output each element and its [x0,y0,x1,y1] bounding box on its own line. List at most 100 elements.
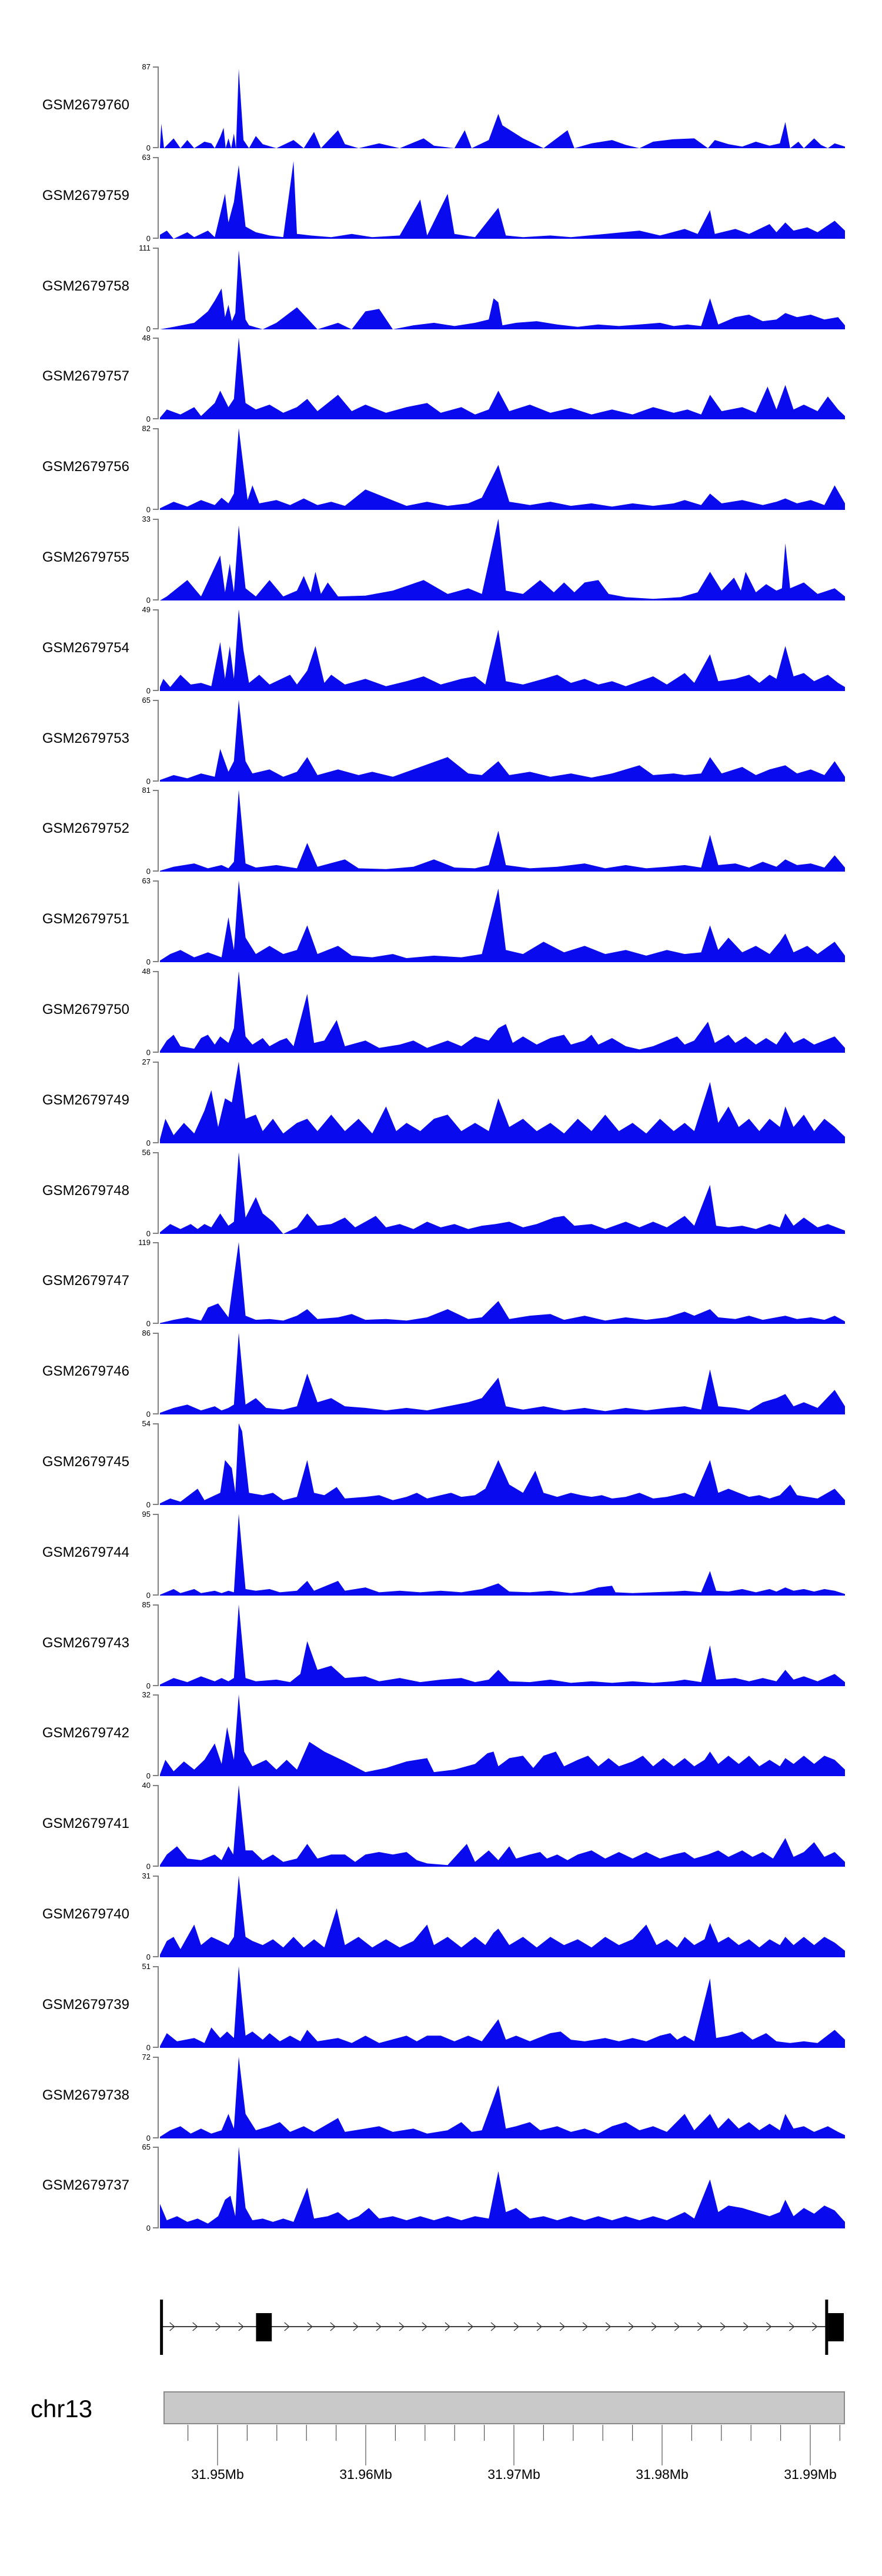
axis-tick-label: 31.95Mb [191,2467,244,2482]
strand-arrow-icon [582,2322,589,2331]
y-axis-bracket [153,1513,159,1596]
track-label: GSM2679750 [42,1002,129,1017]
y-axis-max-value: 82 [142,424,151,433]
strand-arrow-icon [720,2322,726,2331]
coverage-area-plot [160,338,845,420]
y-axis-zero-value: 0 [146,415,151,424]
gene-start-bar [160,2300,163,2355]
track-label: GSM2679747 [42,1273,129,1289]
y-axis-max-value: 54 [142,1419,151,1428]
y-axis-max-value: 111 [139,243,151,252]
y-axis-max-value: 40 [142,1781,151,1790]
track-label: GSM2679754 [42,639,129,656]
strand-arrow-icon [422,2322,428,2331]
y-axis-bracket [153,156,159,239]
coverage-area-plot [160,609,845,691]
strand-arrow-icon [353,2322,359,2331]
y-axis-bracket [153,1242,159,1324]
y-axis-bracket [153,880,159,963]
chromosome-label: chr13 [31,2395,93,2422]
coverage-area-plot [160,519,845,600]
y-axis-bracket [153,519,159,600]
coverage-area-plot [160,428,845,510]
y-axis-bracket [153,790,159,872]
y-axis-zero-value: 0 [146,2224,151,2233]
y-axis-bracket [153,1876,159,1957]
strand-arrow-icon [559,2322,566,2331]
y-axis-zero-value: 0 [146,1229,151,1238]
strand-arrow-icon [651,2322,657,2331]
signal-area [160,1242,845,1324]
strand-arrow-icon [445,2322,451,2331]
strand-arrow-icon [628,2322,634,2331]
signal-area [160,1061,845,1143]
y-axis-max-value: 51 [142,1961,151,1971]
axis-tick-label: 31.96Mb [339,2467,392,2482]
y-axis-bracket [153,2147,159,2229]
y-axis-max-value: 65 [142,2143,151,2152]
strand-arrow-icon [192,2322,198,2331]
coverage-area-plot [160,1513,845,1596]
chromosome-ideogram-bar [163,2391,845,2424]
strand-arrow-icon [766,2322,772,2331]
y-axis-max-value: 65 [142,695,151,705]
y-axis-zero-value: 0 [146,686,151,695]
y-axis-max-value: 48 [142,967,151,976]
y-axis-max-value: 85 [142,1600,151,1609]
y-axis-zero-value: 0 [146,144,151,152]
signal-area [160,1423,845,1505]
signal-area [160,161,845,239]
y-axis-max-value: 49 [142,605,151,614]
signal-area [160,1966,845,2048]
coverage-area-plot [160,699,845,782]
y-axis-max-value: 63 [142,876,151,886]
y-axis-zero-value: 0 [146,957,151,967]
strand-arrow-icon [467,2322,474,2331]
strand-arrow-icon [238,2322,244,2331]
track-label: GSM2679753 [42,730,129,746]
track-label: GSM2679742 [42,1725,129,1741]
coverage-area-plot [160,1333,845,1415]
signal-area [160,609,845,691]
exon-box [828,2313,844,2341]
strand-arrow-icon [307,2322,313,2331]
strand-arrow-icon [674,2322,680,2331]
signal-area [160,1876,845,1957]
strand-arrow-icon [490,2322,497,2331]
track-label: GSM2679758 [42,278,129,294]
gene-end-bar [825,2300,828,2355]
y-axis-bracket [153,2056,159,2138]
y-axis-bracket [153,338,159,420]
y-axis-zero-value: 0 [146,2043,151,2052]
coverage-area-plot [160,1966,845,2048]
signal-area [160,519,845,600]
coverage-area-plot [160,1152,845,1234]
coverage-area-plot [160,790,845,872]
y-axis-bracket [153,609,159,691]
track-label: GSM2679755 [42,549,129,565]
track-label: GSM2679743 [42,1634,129,1651]
track-label: GSM2679756 [42,459,129,475]
strand-arrow-icon [376,2322,382,2331]
coverage-area-plot [160,1604,845,1686]
y-axis-zero-value: 0 [146,1590,151,1600]
y-axis-zero-value: 0 [146,1862,151,1871]
y-axis-max-value: 72 [142,2052,151,2061]
track-label: GSM2679748 [42,1182,129,1199]
y-axis-bracket [153,1423,159,1505]
track-label: GSM2679738 [42,2087,129,2103]
y-axis-zero-value: 0 [146,1138,151,1147]
y-axis-bracket [153,1061,159,1143]
y-axis-max-value: 81 [142,786,151,795]
exon-box [256,2313,272,2341]
y-axis-max-value: 86 [142,1329,151,1338]
y-axis-zero-value: 0 [146,233,151,243]
track-label: GSM2679749 [42,1092,129,1108]
y-axis-zero-value: 0 [146,1681,151,1690]
strand-arrow-icon [789,2322,795,2331]
y-axis-bracket [153,66,159,148]
track-label: GSM2679737 [42,2177,129,2194]
coverage-area-plot [160,1785,845,1867]
y-axis-max-value: 48 [142,333,151,343]
track-label: GSM2679741 [42,1816,129,1832]
